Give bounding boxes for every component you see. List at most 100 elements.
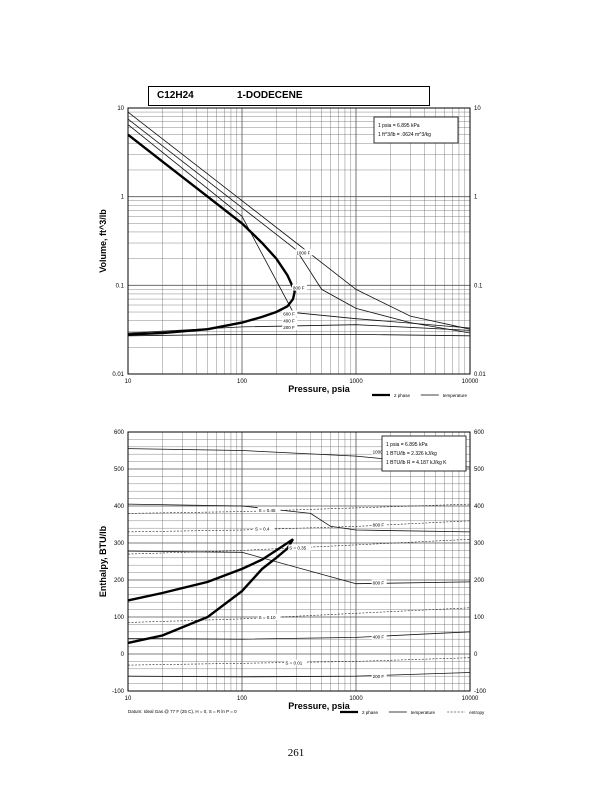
chart-2: 10 100 1000 100006005004003002001000-100600…: [98, 430, 487, 715]
curve-label: 200 F: [373, 674, 385, 679]
entropy-line: [127, 607, 471, 623]
entropy-label: S = 0.01: [285, 661, 302, 666]
y-tick-label: 300: [114, 541, 125, 547]
entropy-label-bg: [284, 659, 308, 666]
y-tick-label: 600: [114, 430, 125, 436]
entropy-label-bg: [253, 525, 275, 532]
temperature-curve: [127, 334, 471, 337]
x-tick-label: 1000: [349, 696, 363, 702]
entropy-label: S = 0.45: [259, 508, 276, 513]
entropy-label: S = 0.4: [255, 527, 270, 532]
temperature-curve: [127, 631, 471, 640]
curve-label: 400 F: [283, 319, 295, 324]
legend-label: 2 phase: [394, 393, 411, 398]
y-tick-label: 500: [114, 467, 125, 473]
x-tick-label: 10: [125, 696, 132, 702]
y-tick-label: 1: [121, 195, 125, 201]
curve-label-bg: [371, 672, 387, 679]
chemical-formula: C12H24: [157, 90, 194, 101]
entropy-line: [127, 539, 471, 555]
entropy-line: [127, 520, 471, 533]
y-tick-label: 100: [114, 615, 125, 621]
right-tick-label: 100: [474, 615, 485, 621]
conversion-box: [381, 435, 467, 472]
curve-label-bg: [282, 324, 298, 331]
curve-label: 800 F: [373, 523, 385, 528]
title-box: C12H24 1-DODECENE: [148, 86, 430, 106]
entropy-line: [127, 657, 471, 666]
conversion-text: 1 psia = 6.895 kPa: [386, 442, 428, 448]
right-tick-label: 0.01: [474, 372, 486, 378]
datum-footnote: Datum: Ideal Gas @ 77 F (25 C), H = 0, S…: [128, 709, 237, 714]
y-tick-label: 10: [117, 106, 124, 112]
y-axis-label: Enthalpy, BTU/lb: [98, 525, 108, 597]
conversion-box: [373, 116, 459, 144]
temperature-curve: [127, 672, 471, 678]
y-tick-label: 0.1: [116, 283, 125, 289]
x-axis-label: Pressure, psia: [288, 384, 351, 394]
temperature-curve: [127, 124, 471, 329]
x-tick-label: 1000: [349, 379, 363, 385]
plot-frame: [127, 107, 471, 375]
compound-name: 1-DODECENE: [237, 90, 303, 101]
right-tick-label: -100: [474, 689, 487, 695]
curve-label-bg: [371, 521, 387, 528]
x-tick-label: 10: [125, 379, 132, 385]
right-tick-label: 10: [474, 106, 481, 112]
entropy-line: [127, 503, 471, 514]
entropy-label-bg: [288, 544, 312, 551]
curve-label-bg: [371, 579, 387, 586]
curve-label: 600 F: [373, 581, 385, 586]
curve-label: 200 F: [283, 325, 295, 330]
curve-label-bg: [371, 633, 387, 640]
temperature-curve: [127, 550, 471, 585]
curve-label-bg: [282, 310, 298, 317]
y-tick-label: 200: [114, 578, 125, 584]
right-tick-label: 300: [474, 541, 485, 547]
curve-label: 1000 F: [296, 250, 310, 255]
legend-label: temperature: [443, 393, 468, 398]
plot-frame: [127, 431, 471, 692]
right-tick-label: 200: [474, 578, 485, 584]
entropy-label: S = 0.10: [259, 615, 276, 620]
temperature-curve: [127, 118, 471, 334]
two-phase-envelope: [127, 538, 295, 645]
two-phase-envelope: [127, 133, 296, 336]
right-tick-label: 500: [474, 467, 485, 473]
curve-label: 1000 F: [373, 449, 387, 454]
temperature-curve: [127, 111, 471, 330]
curve-label-bg: [291, 284, 307, 291]
y-tick-label: 0.01: [112, 372, 124, 378]
x-tick-label: 10000: [462, 379, 479, 385]
page-number: 261: [287, 747, 305, 759]
chart-1: 10 100 1000 100001010.10.011010.10.01Pressu…: [98, 106, 486, 398]
y-tick-label: 0: [121, 652, 125, 658]
entropy-label-bg: [257, 614, 281, 621]
y-axis-label: Volume, ft^3/lb: [98, 209, 108, 273]
legend-label: temperature: [411, 710, 436, 715]
right-tick-label: 600: [474, 430, 485, 436]
right-tick-label: 0.1: [474, 283, 483, 289]
curve-label-bg: [295, 249, 313, 256]
right-tick-label: 400: [474, 504, 485, 510]
temperature-curve: [127, 503, 471, 533]
curve-label: 400 F: [373, 634, 385, 639]
x-tick-label: 10000: [462, 696, 479, 702]
curve-label: 800 F: [293, 286, 305, 291]
y-tick-label: -100: [112, 689, 125, 695]
curve-label-bg: [371, 448, 390, 455]
legend-label: entropy: [469, 710, 485, 715]
right-tick-label: 1: [474, 195, 478, 201]
conversion-text: 1 ft^3/lb = .0624 m^3/kg: [378, 132, 431, 138]
x-tick-label: 100: [237, 379, 248, 385]
conversion-text: 1 psia = 6.895 kPa: [378, 123, 420, 129]
curve-label-bg: [282, 317, 298, 324]
x-axis-label: Pressure, psia: [288, 701, 351, 711]
y-tick-label: 400: [114, 504, 125, 510]
entropy-label-bg: [257, 506, 281, 513]
entropy-label: S = 0.35: [289, 546, 306, 551]
right-tick-label: 0: [474, 652, 478, 658]
conversion-text: 1 BTU/lb R = 4.187 kJ/kg K: [386, 460, 447, 466]
